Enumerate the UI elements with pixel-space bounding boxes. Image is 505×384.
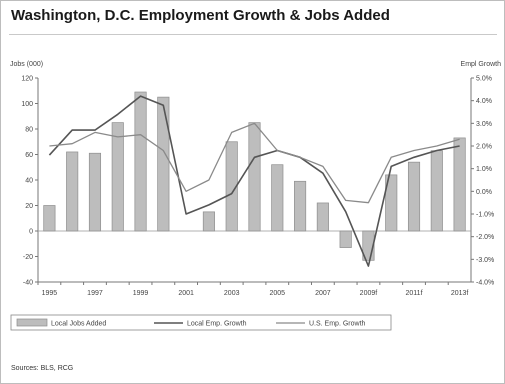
bar xyxy=(385,174,398,232)
legend-box xyxy=(10,314,392,331)
title-divider xyxy=(9,34,497,35)
y-tick-label-left: 80 xyxy=(25,127,33,134)
y-tick-label-right: -3.0% xyxy=(476,257,494,264)
x-tick-label: 2003 xyxy=(224,290,240,297)
x-tick-label: 2007 xyxy=(315,290,331,297)
bar xyxy=(111,122,124,232)
x-tick-label: 1999 xyxy=(133,290,149,297)
y-tick-label-right: -2.0% xyxy=(476,234,494,241)
source-note: Sources: BLS, RCG xyxy=(11,365,74,372)
bar xyxy=(430,150,443,232)
bar xyxy=(407,161,421,232)
bar xyxy=(294,180,307,232)
bar xyxy=(88,152,102,232)
y-tick-label-right: -1.0% xyxy=(476,212,494,219)
x-tick-label: 2013f xyxy=(451,290,469,297)
y-tick-label-left: 60 xyxy=(25,152,33,159)
y-tick-label-right: 2.0% xyxy=(476,144,492,151)
y-tick-label-left: 40 xyxy=(25,178,33,185)
y-tick-label-left: 120 xyxy=(21,76,33,83)
bar xyxy=(316,202,329,232)
x-tick-label: 2005 xyxy=(270,290,286,297)
legend-label-us: U.S. Emp. Growth xyxy=(309,321,366,328)
legend-swatch-bars xyxy=(16,318,48,327)
bar xyxy=(157,96,170,232)
x-tick-label: 2009f xyxy=(360,290,378,297)
y-tick-label-right: 5.0% xyxy=(476,76,492,83)
bar xyxy=(271,164,284,232)
y-axis-right-label: Empl Growth xyxy=(461,61,502,68)
bar xyxy=(225,141,238,232)
x-tick-label: 1995 xyxy=(42,290,58,297)
y-axis-left-label: Jobs (000) xyxy=(10,61,43,68)
line-us-emp-growth xyxy=(49,122,460,204)
chart-svg: Jobs (000) Empl Growth -40 -20 0 20 40 60 80 100 1… xyxy=(10,61,502,331)
y-tick-label-right: 1.0% xyxy=(476,166,492,173)
legend-label-bars: Local Jobs Added xyxy=(51,321,106,328)
y-tick-label-left: 100 xyxy=(21,101,33,108)
bar xyxy=(134,91,147,232)
line-local-emp-growth xyxy=(48,95,460,267)
bar xyxy=(43,205,56,232)
chart-title: Washington, D.C. Employment Growth & Job… xyxy=(11,7,390,24)
bar xyxy=(66,151,79,232)
bar xyxy=(339,230,352,248)
y-tick-label-right: 3.0% xyxy=(476,121,492,128)
y-tick-label-left: -40 xyxy=(23,280,33,287)
y-tick-label-right: 0.0% xyxy=(476,189,492,196)
y-tick-label-left: -20 xyxy=(23,254,33,261)
x-tick-label: 1997 xyxy=(87,290,103,297)
x-tick-label: 2001 xyxy=(178,290,194,297)
legend-label-local: Local Emp. Growth xyxy=(187,321,247,328)
y-tick-label-right: 4.0% xyxy=(476,98,492,105)
x-tick-label: 2011f xyxy=(406,290,423,297)
bar xyxy=(248,122,261,232)
y-tick-label-left: 20 xyxy=(25,203,33,210)
bar xyxy=(202,211,215,232)
bar xyxy=(362,230,375,261)
y-tick-label-left: 0 xyxy=(29,229,33,236)
bar xyxy=(453,137,466,232)
y-tick-label-right: -4.0% xyxy=(476,280,494,287)
